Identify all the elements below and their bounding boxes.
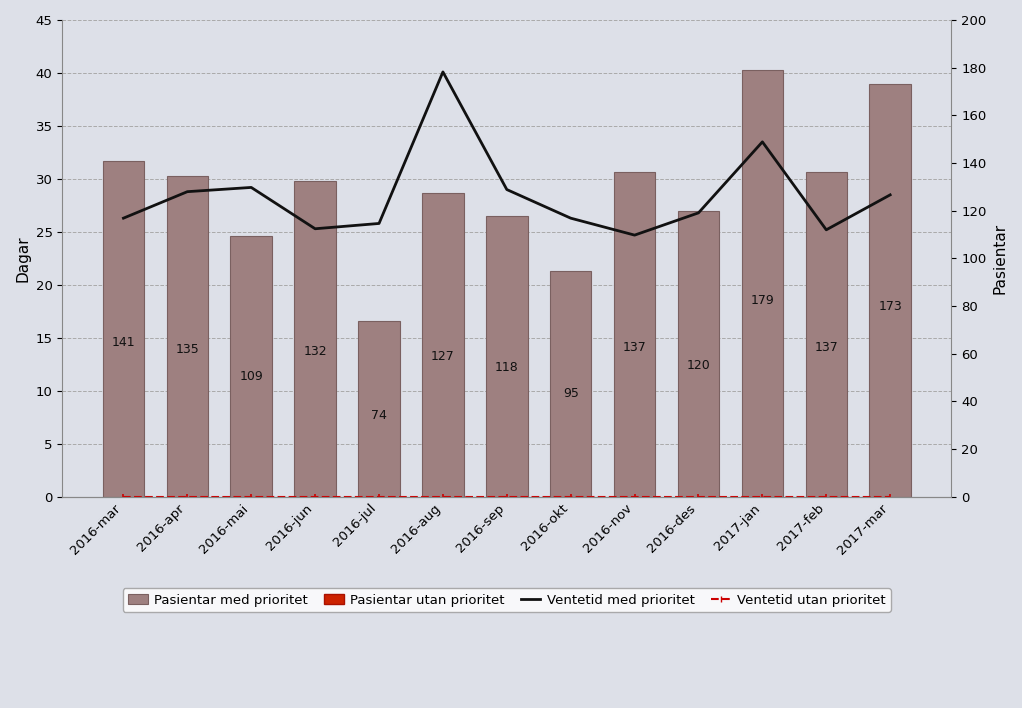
Ventetid med prioritet <box>629 231 641 239</box>
Text: 132: 132 <box>304 345 327 358</box>
Ventetid med prioritet <box>436 68 449 76</box>
Bar <box>359 321 400 497</box>
Ventetid utan prioritet <box>820 493 832 501</box>
Text: 118: 118 <box>495 361 519 375</box>
Text: 137: 137 <box>815 341 838 354</box>
Ventetid utan prioritet <box>436 493 449 501</box>
Bar <box>486 216 527 497</box>
Bar <box>550 271 592 497</box>
Ventetid utan prioritet <box>884 493 896 501</box>
Ventetid utan prioritet <box>118 493 130 501</box>
Text: 74: 74 <box>371 409 387 423</box>
Ventetid med prioritet <box>309 224 321 233</box>
Ventetid utan prioritet <box>501 493 513 501</box>
Ventetid utan prioritet <box>692 493 704 501</box>
Ventetid utan prioritet <box>564 493 576 501</box>
Ventetid utan prioritet <box>373 493 385 501</box>
Text: 120: 120 <box>687 359 710 372</box>
Ventetid utan prioritet <box>245 493 258 501</box>
Bar <box>422 193 464 497</box>
Ventetid med prioritet <box>564 214 576 222</box>
Text: 135: 135 <box>176 343 199 355</box>
Ventetid utan prioritet <box>756 493 769 501</box>
Ventetid med prioritet <box>884 190 896 199</box>
Bar <box>167 176 208 497</box>
Ventetid utan prioritet <box>181 493 193 501</box>
Text: 137: 137 <box>622 341 647 354</box>
Ventetid med prioritet <box>756 137 769 146</box>
Ventetid med prioritet <box>820 226 832 234</box>
Ventetid med prioritet <box>245 183 258 192</box>
Text: 141: 141 <box>111 336 135 349</box>
Text: 179: 179 <box>750 294 775 307</box>
Bar <box>805 171 847 497</box>
Bar <box>614 171 655 497</box>
Line: Ventetid med prioritet: Ventetid med prioritet <box>124 72 890 235</box>
Text: 95: 95 <box>563 387 578 399</box>
Bar <box>231 236 272 497</box>
Line: Ventetid utan prioritet: Ventetid utan prioritet <box>121 494 893 500</box>
Y-axis label: Dagar: Dagar <box>15 235 30 282</box>
Bar <box>742 70 783 497</box>
Ventetid med prioritet <box>692 209 704 217</box>
Legend: Pasientar med prioritet, Pasientar utan prioritet, Ventetid med prioritet, Vente: Pasientar med prioritet, Pasientar utan … <box>123 588 891 612</box>
Ventetid med prioritet <box>181 188 193 196</box>
Text: 109: 109 <box>239 370 263 384</box>
Ventetid utan prioritet <box>309 493 321 501</box>
Ventetid med prioritet <box>373 219 385 228</box>
Text: 127: 127 <box>431 350 455 363</box>
Bar <box>102 161 144 497</box>
Bar <box>870 84 911 497</box>
Ventetid med prioritet <box>501 185 513 194</box>
Y-axis label: Pasientar: Pasientar <box>992 223 1007 294</box>
Bar <box>294 181 336 497</box>
Text: 173: 173 <box>878 300 902 313</box>
Ventetid med prioritet <box>118 214 130 222</box>
Ventetid utan prioritet <box>629 493 641 501</box>
Bar <box>678 211 719 497</box>
